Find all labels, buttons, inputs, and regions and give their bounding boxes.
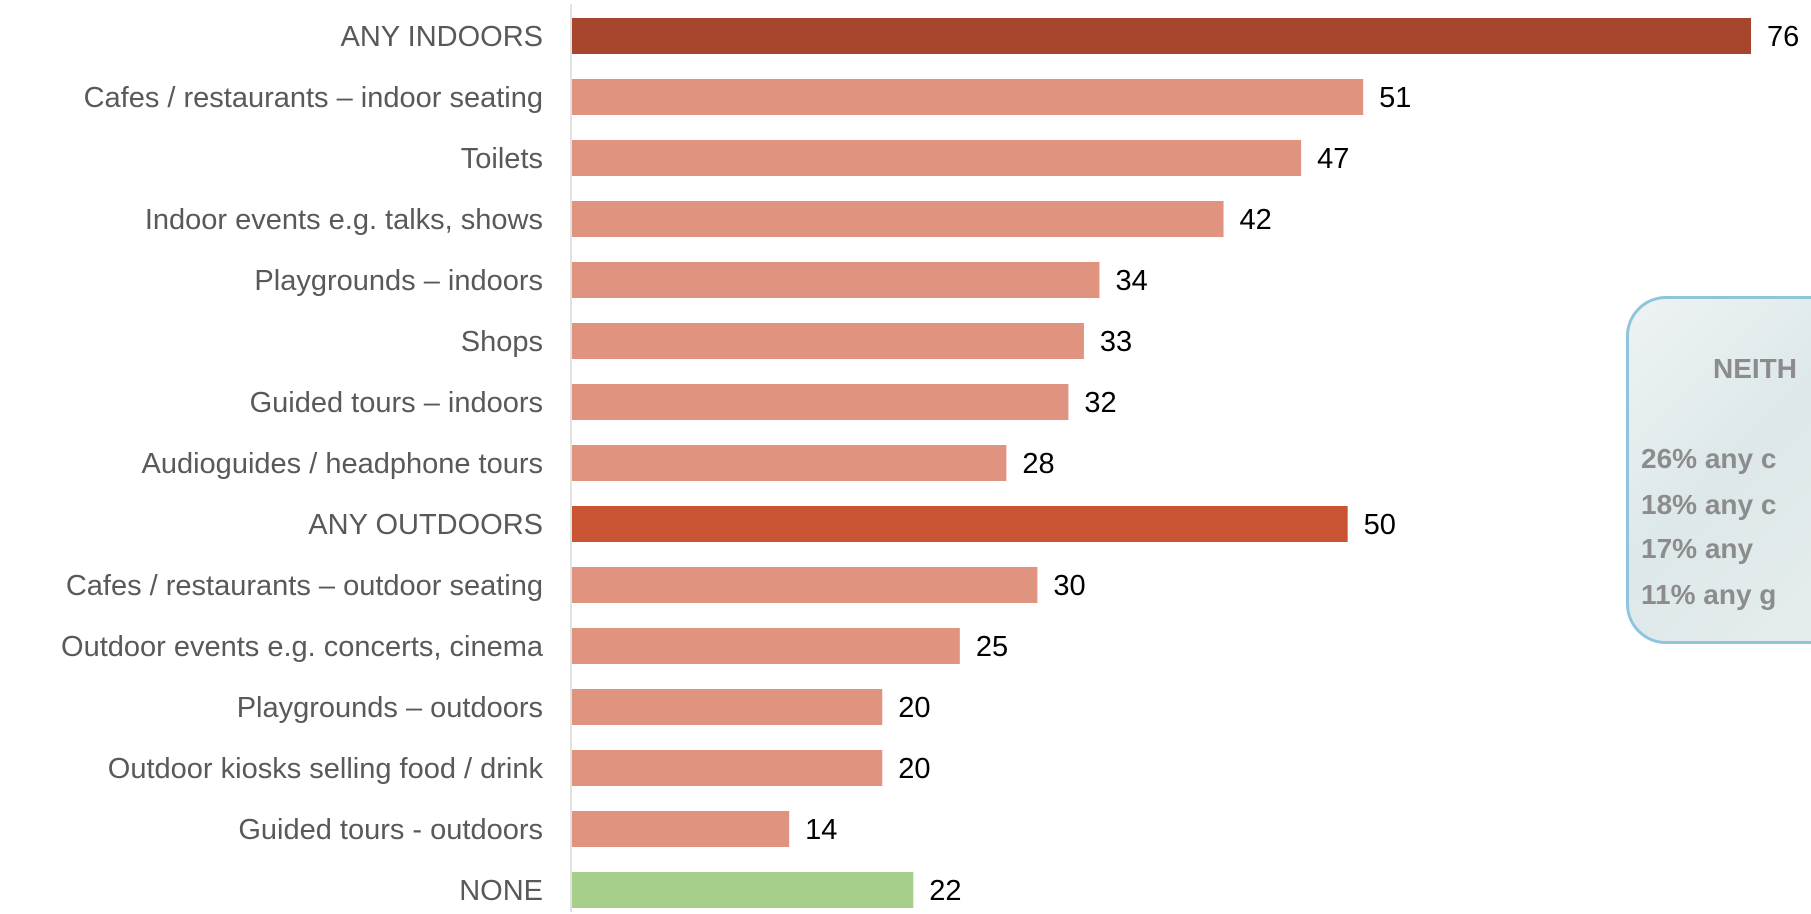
category-label: ANY INDOORS — [340, 21, 543, 53]
bar — [572, 18, 1751, 54]
neither-callout-box: NEITH 26% any c 18% any c 17% any 11% an… — [1626, 296, 1811, 644]
bar — [572, 506, 1348, 542]
value-label: 30 — [1053, 570, 1085, 602]
category-label: Guided tours – indoors — [250, 387, 543, 419]
value-label: 20 — [898, 692, 930, 724]
category-label: Shops — [461, 326, 543, 358]
callout-line-3: 17% any — [1641, 533, 1754, 564]
bar — [572, 384, 1069, 420]
bar-group: ANY INDOORS 76 Cafes / restaurants – indoo… — [61, 18, 1799, 908]
value-label: 20 — [898, 753, 930, 785]
value-label: 14 — [805, 814, 837, 846]
bar — [572, 323, 1084, 359]
value-label: 47 — [1317, 143, 1349, 175]
category-label: Cafes / restaurants – indoor seating — [84, 82, 543, 114]
bar — [572, 140, 1302, 176]
category-label: Audioguides / headphone tours — [142, 448, 543, 480]
callout-line-2: 18% any c — [1641, 489, 1777, 520]
bar — [572, 872, 914, 908]
value-label: 51 — [1379, 82, 1411, 114]
value-label: 32 — [1084, 387, 1116, 419]
value-label: 50 — [1364, 509, 1396, 541]
bar — [572, 262, 1100, 298]
category-label: Outdoor events e.g. concerts, cinema — [61, 631, 544, 663]
bar — [572, 811, 790, 847]
bar — [572, 201, 1224, 237]
value-label: 33 — [1100, 326, 1132, 358]
bar — [572, 750, 883, 786]
callout-title: NEITH — [1713, 353, 1797, 384]
category-label: ANY OUTDOORS — [308, 509, 543, 541]
value-label: 25 — [976, 631, 1008, 663]
category-label: Cafes / restaurants – outdoor seating — [66, 570, 543, 602]
bar — [572, 445, 1007, 481]
bar — [572, 689, 883, 725]
category-label: Playgrounds – outdoors — [237, 692, 543, 724]
value-label: 76 — [1767, 21, 1799, 53]
value-label: 22 — [929, 875, 961, 907]
value-label: 42 — [1240, 204, 1272, 236]
bar — [572, 79, 1364, 115]
category-label: Playgrounds – indoors — [254, 265, 543, 297]
bar — [572, 628, 960, 664]
value-label: 34 — [1115, 265, 1147, 297]
category-label: Toilets — [461, 143, 543, 175]
value-label: 28 — [1022, 448, 1054, 480]
category-label: Guided tours - outdoors — [238, 814, 543, 846]
category-label: Indoor events e.g. talks, shows — [145, 204, 543, 236]
bar — [572, 567, 1038, 603]
category-label: NONE — [459, 875, 543, 907]
callout-line-1: 26% any c — [1641, 443, 1777, 474]
category-label: Outdoor kiosks selling food / drink — [108, 753, 544, 785]
callout-line-4: 11% any g — [1641, 579, 1777, 610]
